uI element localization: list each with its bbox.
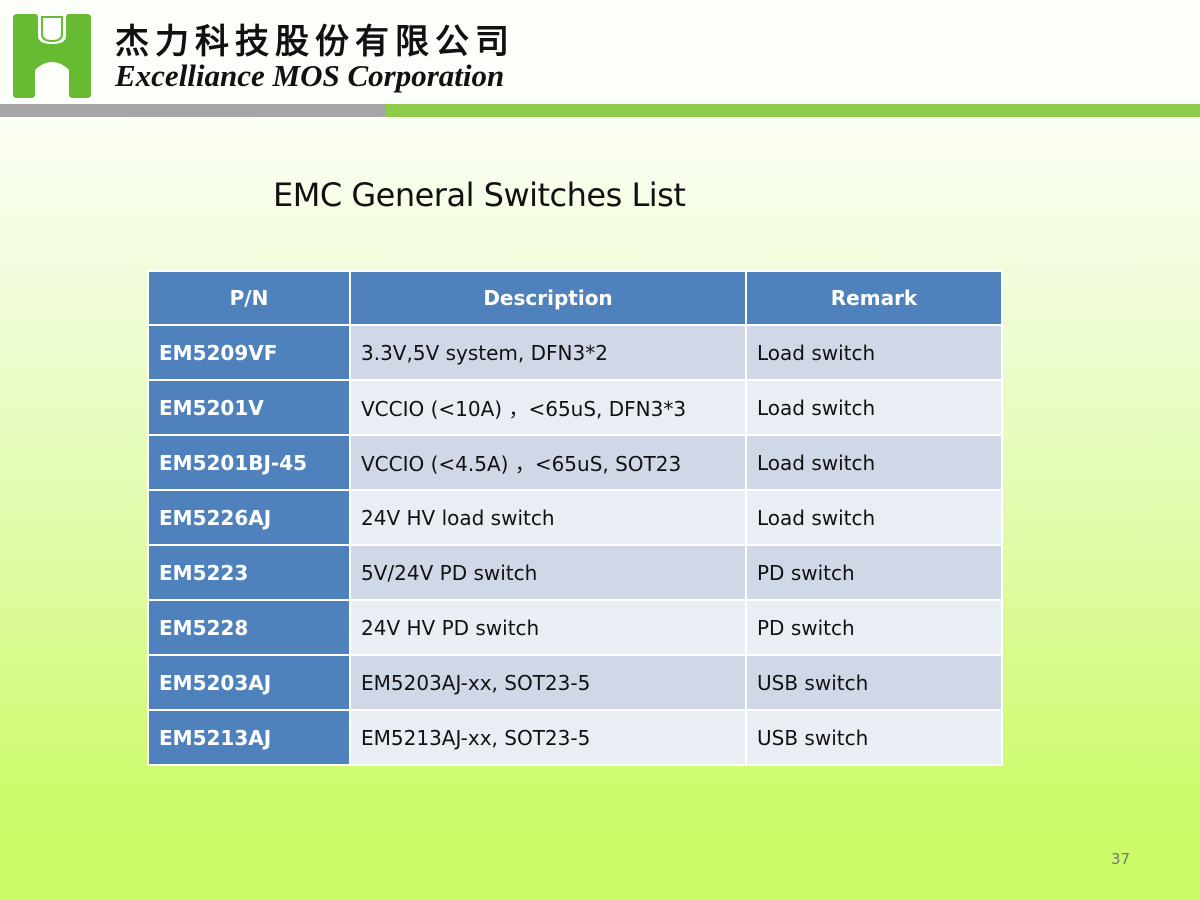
cell-description: 5V/24V PD switch xyxy=(349,544,747,601)
table-row: EM5203AJ EM5203AJ-xx, SOT23-5 USB switch xyxy=(147,654,1003,711)
slide-title: EMC General Switches List xyxy=(273,176,686,214)
table-row: EM5209VF 3.3V,5V system, DFN3*2 Load switc… xyxy=(147,324,1003,381)
cell-description: VCCIO (<4.5A) ，<65uS, SOT23 xyxy=(349,434,747,491)
cell-description: EM5203AJ-xx, SOT23-5 xyxy=(349,654,747,711)
cell-remark: Load switch xyxy=(745,379,1003,436)
cell-pn: EM5209VF xyxy=(147,324,351,381)
table-row: EM5201BJ-45 VCCIO (<4.5A) ，<65uS, SOT23 Lo… xyxy=(147,434,1003,491)
table-row: EM5201V VCCIO (<10A) ，<65uS, DFN3*3 Load s… xyxy=(147,379,1003,436)
table-row: EM5213AJ EM5213AJ-xx, SOT23-5 USB switch xyxy=(147,709,1003,766)
cell-description: 24V HV load switch xyxy=(349,489,747,546)
header: 杰力科技股份有限公司 Excelliance MOS Corporation xyxy=(0,0,1200,104)
cell-pn: EM5213AJ xyxy=(147,709,351,766)
cell-description: EM5213AJ-xx, SOT23-5 xyxy=(349,709,747,766)
cell-pn: EM5223 xyxy=(147,544,351,601)
switches-table: P/N Description Remark EM5209VF 3.3V,5V s… xyxy=(147,270,1003,766)
cell-remark: Load switch xyxy=(745,489,1003,546)
cell-pn: EM5228 xyxy=(147,599,351,656)
cell-pn: EM5201V xyxy=(147,379,351,436)
cell-remark: USB switch xyxy=(745,709,1003,766)
cell-pn: EM5201BJ-45 xyxy=(147,434,351,491)
cell-description: VCCIO (<10A) ，<65uS, DFN3*3 xyxy=(349,379,747,436)
page-number: 37 xyxy=(1111,850,1131,868)
column-header-description: Description xyxy=(349,270,747,326)
cell-remark: PD switch xyxy=(745,544,1003,601)
cell-remark: PD switch xyxy=(745,599,1003,656)
cell-remark: Load switch xyxy=(745,434,1003,491)
cell-pn: EM5226AJ xyxy=(147,489,351,546)
company-name-chinese: 杰力科技股份有限公司 xyxy=(115,22,515,62)
company-logo-icon xyxy=(13,14,91,98)
cell-remark: Load switch xyxy=(745,324,1003,381)
cell-description: 24V HV PD switch xyxy=(349,599,747,656)
header-divider-gray xyxy=(0,104,386,117)
company-name-english: Excelliance MOS Corporation xyxy=(115,58,505,93)
header-divider-green xyxy=(386,104,1200,117)
cell-pn: EM5203AJ xyxy=(147,654,351,711)
column-header-pn: P/N xyxy=(147,270,351,326)
table-header-row: P/N Description Remark xyxy=(147,270,1003,326)
cell-remark: USB switch xyxy=(745,654,1003,711)
table-row: EM5223 5V/24V PD switch PD switch xyxy=(147,544,1003,601)
table-row: EM5228 24V HV PD switch PD switch xyxy=(147,599,1003,656)
column-header-remark: Remark xyxy=(745,270,1003,326)
table-row: EM5226AJ 24V HV load switch Load switch xyxy=(147,489,1003,546)
cell-description: 3.3V,5V system, DFN3*2 xyxy=(349,324,747,381)
